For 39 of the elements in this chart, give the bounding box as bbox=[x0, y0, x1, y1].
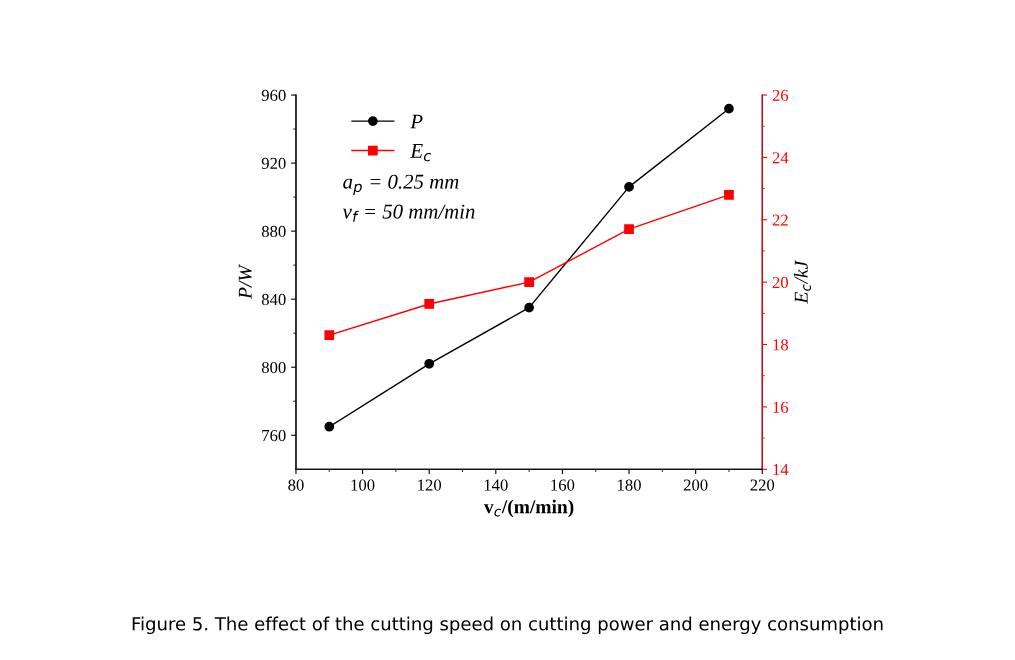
y2-tick-label: 20 bbox=[772, 276, 789, 289]
x-axis-title: v$_{c}$/(m/min) bbox=[483, 499, 574, 518]
x-tick-label: 140 bbox=[484, 479, 508, 491]
y-axis-title: P/W bbox=[238, 263, 252, 299]
x-tick-label: 100 bbox=[351, 479, 375, 491]
y-tick-label: 760 bbox=[262, 429, 286, 442]
y-tick-label: 880 bbox=[261, 225, 286, 238]
x-tick-label: 120 bbox=[418, 479, 442, 491]
y-tick-label: 960 bbox=[261, 89, 286, 101]
point bbox=[724, 189, 734, 200]
y2-tick-label: 22 bbox=[772, 214, 788, 226]
x-tick-label: 180 bbox=[618, 479, 641, 491]
y2-tick-label: 16 bbox=[773, 401, 789, 413]
point bbox=[524, 302, 534, 313]
y2-tick-label: 18 bbox=[773, 339, 789, 351]
annotation: v$_{f}$ = 50 mm/min bbox=[342, 204, 475, 222]
legend-label: E$_{c}$ bbox=[410, 144, 432, 162]
x-tick-label: 160 bbox=[551, 479, 575, 491]
x-tick-label: 220 bbox=[750, 479, 775, 491]
annotation: a$_{p}$ = 0.25 mm bbox=[343, 174, 459, 195]
x-tick-label: 80 bbox=[288, 479, 304, 491]
point bbox=[424, 358, 435, 369]
y2-axis-title: E$_{c}$/kJ bbox=[794, 260, 811, 304]
y-tick-label: 840 bbox=[261, 293, 286, 306]
point bbox=[324, 421, 335, 432]
point bbox=[424, 299, 435, 309]
point bbox=[724, 103, 734, 114]
y2-tick-label: 14 bbox=[773, 464, 789, 476]
y-tick-label: 800 bbox=[261, 361, 286, 374]
y2-tick-label: 24 bbox=[772, 152, 789, 164]
caption: Figure 5. The effect of the cutting speed on cutting power and energy consumption bbox=[132, 616, 883, 635]
point bbox=[324, 330, 335, 341]
y-tick-label: 920 bbox=[261, 157, 286, 170]
y2-tick-label: 26 bbox=[772, 89, 789, 101]
point bbox=[524, 277, 534, 288]
x-tick-label: 200 bbox=[683, 479, 708, 491]
point bbox=[624, 224, 634, 234]
point bbox=[624, 182, 634, 192]
legend-label: P bbox=[410, 114, 423, 129]
